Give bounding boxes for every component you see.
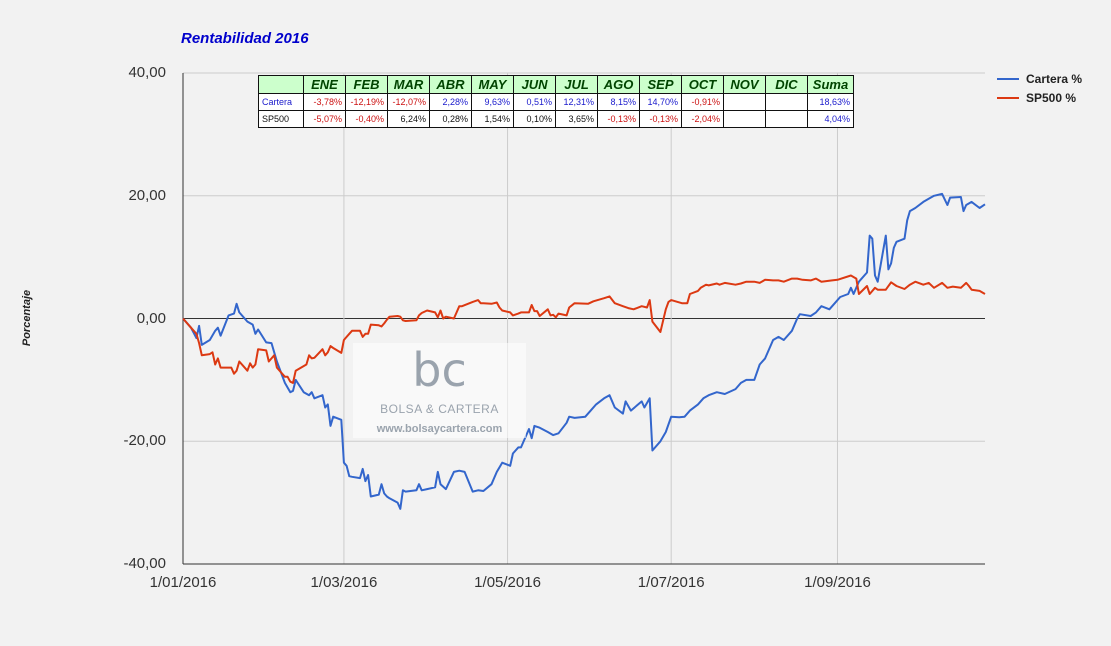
y-tick-label: -40,00	[123, 555, 166, 572]
table-header-cell: NOV	[723, 75, 766, 94]
table-header-cell: FEB	[345, 75, 388, 94]
table-header-cell: MAR	[387, 75, 430, 94]
table-cell: 3,65%	[555, 110, 598, 128]
table-cell: 9,63%	[471, 93, 514, 111]
x-tick-label: 1/01/2016	[149, 574, 217, 591]
table-cell: 18,63%	[807, 93, 854, 111]
table-cell: 8,15%	[597, 93, 640, 111]
table-cell: -0,91%	[681, 93, 724, 111]
x-tick-label: 1/05/2016	[474, 574, 541, 591]
table-cell: 12,31%	[555, 93, 598, 111]
y-tick-label: 20,00	[128, 186, 166, 204]
table-cell: -0,13%	[639, 110, 682, 128]
table-cell: -12,07%	[387, 93, 430, 111]
legend-item-sp500: SP500 %	[997, 91, 1076, 105]
table-row: Cartera -3,78% -12,19% -12,07% 2,28% 9,63% 0,5…	[258, 93, 854, 111]
watermark: bc BOLSA & CARTERA www.bolsaycartera.com	[353, 343, 526, 438]
table-corner-cell	[258, 75, 304, 94]
table-header-cell: JUL	[555, 75, 598, 94]
legend-swatch-sp500	[997, 97, 1019, 99]
table-header-cell: Suma	[807, 75, 854, 94]
table-header-cell: DIC	[765, 75, 808, 94]
table-cell: 2,28%	[429, 93, 472, 111]
table-cell: -3,78%	[303, 93, 346, 111]
table-cell: -5,07%	[303, 110, 346, 128]
series-layer	[182, 192, 986, 510]
y-tick-label: 40,00	[128, 64, 166, 81]
table-header-cell: OCT	[681, 75, 724, 94]
table-header-cell: AGO	[597, 75, 640, 94]
table-cell: 1,54%	[471, 110, 514, 128]
table-cell: 4,04%	[807, 110, 854, 128]
x-tick-label: 1/09/2016	[804, 574, 871, 591]
table-body: Cartera -3,78% -12,19% -12,07% 2,28% 9,63% 0,5…	[258, 93, 854, 128]
table-cell: 0,10%	[513, 110, 556, 128]
table-header-row: ENE FEB MAR ABR MAY JUN JUL AGO SEP OCT …	[258, 75, 854, 94]
table-header-cell: MAY	[471, 75, 514, 94]
table-cell	[723, 93, 766, 111]
table-cell: 0,28%	[429, 110, 472, 128]
watermark-brand: BOLSA & CARTERA	[380, 402, 499, 416]
table-row-label: SP500	[258, 110, 304, 128]
table-cell: -0,40%	[345, 110, 388, 128]
table-cell: -2,04%	[681, 110, 724, 128]
table-cell: 6,24%	[387, 110, 430, 128]
table-row: SP500 -5,07% -0,40% 6,24% 0,28% 1,54% 0,10% 3,6…	[258, 110, 854, 128]
legend-swatch-cartera	[997, 78, 1019, 80]
legend-label-cartera: Cartera %	[1026, 72, 1083, 86]
legend-item-cartera: Cartera %	[997, 72, 1082, 86]
y-axis-label: Porcentaje	[21, 289, 33, 347]
table-header-cell: ABR	[429, 75, 472, 94]
table-cell	[765, 93, 808, 111]
table-cell: -0,13%	[597, 110, 640, 128]
monthly-returns-table: ENE FEB MAR ABR MAY JUN JUL AGO SEP OCT …	[258, 75, 854, 128]
table-row-label: Cartera	[258, 93, 304, 111]
watermark-url: www.bolsaycartera.com	[376, 423, 503, 435]
grid-lines	[182, 72, 985, 565]
table-cell	[723, 110, 766, 128]
table-cell: 14,70%	[639, 93, 682, 111]
legend-label-sp500: SP500 %	[1026, 91, 1077, 105]
chart-title: Rentabilidad 2016	[181, 30, 309, 47]
table-cell: -12,19%	[345, 93, 388, 111]
series-line-cartera	[182, 192, 986, 510]
x-tick-label: 1/03/2016	[310, 574, 378, 591]
y-tick-label: 0,00	[136, 309, 166, 327]
watermark-logo: bc	[412, 343, 467, 397]
table-header-cell: ENE	[303, 75, 346, 94]
table-header-cell: JUN	[513, 75, 556, 94]
series-line-sp500	[182, 274, 986, 384]
x-tick-label: 1/07/2016	[637, 574, 705, 591]
y-tick-label: -20,00	[123, 432, 166, 450]
table-cell: 0,51%	[513, 93, 556, 111]
table-header-cell: SEP	[639, 75, 682, 94]
table-cell	[765, 110, 808, 128]
